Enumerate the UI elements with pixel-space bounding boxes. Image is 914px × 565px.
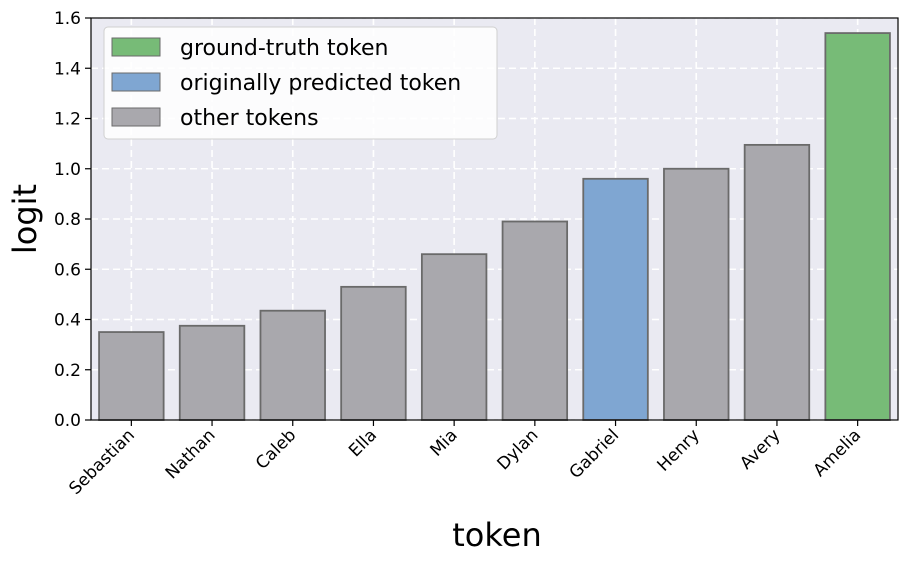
bar-gabriel bbox=[582, 177, 649, 421]
bars bbox=[98, 32, 891, 421]
x-tick-label: Avery bbox=[736, 425, 784, 473]
y-tick-label: 1.0 bbox=[54, 160, 81, 180]
y-tick-label: 0.6 bbox=[54, 260, 81, 280]
bar-amelia bbox=[824, 32, 891, 421]
y-tick-label: 1.2 bbox=[54, 110, 81, 130]
x-tick-label: Ella bbox=[345, 425, 381, 461]
x-tick-label: Dylan bbox=[494, 425, 543, 474]
bar-sebastian bbox=[98, 331, 165, 421]
legend-swatch-ground-truth bbox=[111, 37, 161, 57]
legend-swatch-predicted bbox=[111, 72, 161, 92]
y-axis-ticks: 0.0 0.2 0.4 0.6 0.8 1.0 1.2 1.4 1.6 bbox=[54, 9, 91, 431]
y-tick-label: 0.8 bbox=[54, 210, 81, 230]
y-tick-label: 0.0 bbox=[54, 411, 81, 431]
bar-avery bbox=[743, 143, 811, 421]
y-tick-label: 0.4 bbox=[54, 311, 81, 331]
x-tick-label: Sebastian bbox=[65, 425, 138, 498]
y-tick-label: 1.6 bbox=[54, 9, 81, 29]
x-axis-title: token bbox=[452, 516, 541, 554]
legend-label-predicted: originally predicted token bbox=[180, 71, 461, 96]
x-tick-label: Caleb bbox=[252, 425, 300, 473]
legend: ground-truth token originally predicted … bbox=[103, 26, 498, 140]
bar-henry bbox=[663, 167, 730, 421]
legend-label-other: other tokens bbox=[180, 106, 319, 131]
bar-mia bbox=[420, 253, 488, 421]
legend-label-ground-truth: ground-truth token bbox=[180, 36, 388, 61]
legend-box bbox=[103, 26, 498, 140]
y-tick-label: 1.4 bbox=[54, 59, 81, 79]
y-tick-label: 0.2 bbox=[54, 361, 81, 381]
x-tick-label: Amelia bbox=[810, 425, 866, 481]
bar-nathan bbox=[178, 324, 246, 421]
bar-caleb bbox=[259, 309, 326, 421]
x-tick-label: Gabriel bbox=[566, 425, 623, 482]
bar-ella bbox=[340, 285, 407, 421]
x-axis-ticks: Sebastian Nathan Caleb Ella Mia Dylan Gabriel H… bbox=[65, 420, 865, 499]
x-tick-label: Mia bbox=[426, 425, 461, 460]
bar-dylan bbox=[501, 220, 569, 421]
x-tick-label: Nathan bbox=[162, 425, 220, 483]
legend-swatch-other bbox=[111, 107, 161, 127]
x-tick-label: Henry bbox=[654, 425, 704, 475]
y-axis-title: logit bbox=[6, 184, 44, 254]
